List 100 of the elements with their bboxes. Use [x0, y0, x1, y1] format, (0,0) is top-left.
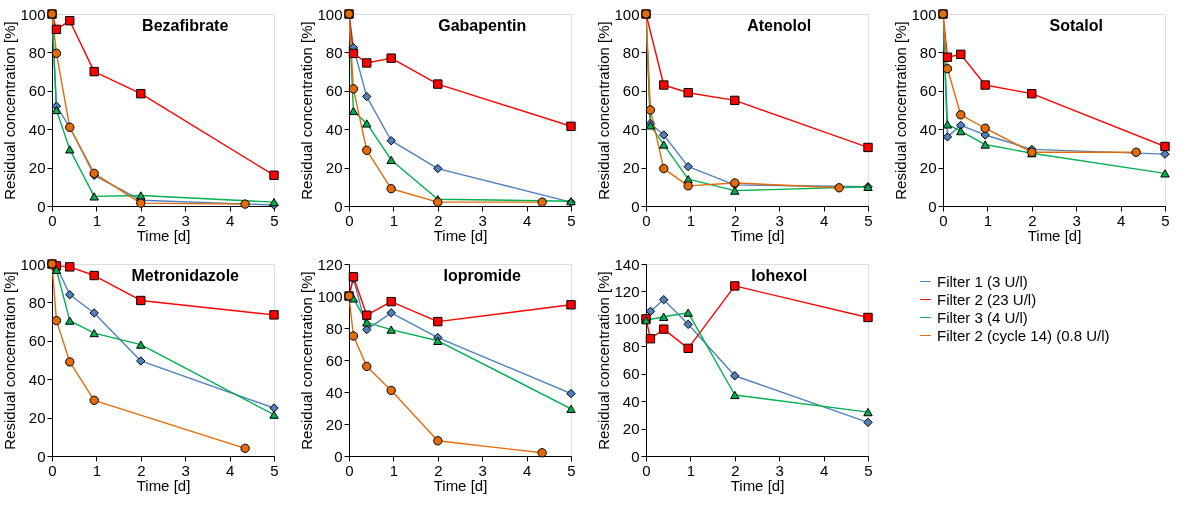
x-tick-label: 0: [345, 211, 354, 229]
y-tick-label: 80: [919, 43, 937, 61]
y-tick-label: 20: [325, 415, 343, 433]
y-tick-label: 0: [928, 197, 937, 215]
x-tick-label: 1: [686, 211, 696, 229]
x-tick-label: 0: [345, 461, 354, 479]
y-axis-title: Residual concentration [%]: [595, 21, 613, 200]
chart-title: Sotalol: [1049, 17, 1103, 34]
x-axis-title: Time [d]: [433, 226, 488, 244]
x-tick-label: 3: [181, 461, 190, 479]
y-tick-label: 140: [614, 255, 640, 273]
y-axis-title: Residual concentration [%]: [892, 21, 910, 200]
chart-title: Gabapentin: [438, 17, 527, 34]
y-tick-label: 40: [622, 392, 640, 410]
y-tick-label: 100: [20, 255, 46, 273]
x-tick-label: 2: [137, 211, 146, 229]
y-tick-label: 40: [325, 120, 343, 138]
y-tick-label: 20: [622, 420, 640, 438]
y-tick-label: 40: [28, 120, 46, 138]
legend-label: Filter 1 (3 U/l): [937, 272, 1028, 290]
x-tick-label: 0: [939, 211, 948, 229]
x-tick-label: 3: [775, 461, 784, 479]
y-axis-title: Residual concentration [%]: [595, 271, 613, 450]
x-tick-label: 5: [270, 461, 279, 479]
y-tick-label: 20: [622, 159, 640, 177]
x-tick-label: 5: [1161, 211, 1170, 229]
y-tick-label: 20: [28, 159, 46, 177]
x-tick-label: 5: [864, 211, 873, 229]
legend-label: Filter 2 (23 U/l): [937, 290, 1037, 308]
y-tick-label: 100: [614, 5, 640, 23]
y-axis-title: Residual concentration [%]: [298, 271, 316, 450]
x-tick-label: 4: [522, 211, 532, 229]
y-tick-label: 0: [334, 197, 343, 215]
x-tick-label: 5: [270, 211, 279, 229]
x-axis-title: Time [d]: [136, 226, 191, 244]
x-tick-label: 0: [48, 461, 57, 479]
y-tick-label: 0: [334, 447, 343, 465]
y-tick-label: 60: [919, 82, 937, 100]
y-tick-label: 60: [28, 332, 46, 350]
y-tick-label: 80: [622, 337, 640, 355]
y-tick-label: 80: [325, 319, 343, 337]
x-tick-label: 3: [181, 211, 190, 229]
y-tick-label: 100: [20, 5, 46, 23]
legend-label: Filter 2 (cycle 14) (0.8 U/l): [937, 326, 1110, 344]
x-tick-label: 5: [567, 211, 576, 229]
y-tick-label: 60: [325, 82, 343, 100]
x-tick-label: 0: [642, 211, 651, 229]
x-tick-label: 4: [225, 461, 235, 479]
y-tick-label: 80: [28, 43, 46, 61]
chart-title: Atenolol: [747, 17, 812, 34]
x-tick-label: 4: [819, 211, 829, 229]
y-tick-label: 60: [28, 82, 46, 100]
y-tick-label: 80: [28, 293, 46, 311]
x-tick-label: 1: [389, 461, 399, 479]
x-tick-label: 3: [478, 211, 487, 229]
y-tick-label: 100: [317, 287, 343, 305]
x-tick-label: 2: [137, 461, 146, 479]
x-tick-label: 5: [864, 461, 873, 479]
y-axis-title: Residual concentration [%]: [298, 21, 316, 200]
chart-title: Bezafibrate: [142, 17, 229, 34]
x-axis-title: Time [d]: [136, 476, 191, 494]
x-tick-label: 1: [92, 211, 102, 229]
x-tick-label: 4: [1116, 211, 1126, 229]
x-tick-label: 1: [686, 461, 696, 479]
y-tick-label: 120: [317, 255, 343, 273]
y-tick-label: 40: [919, 120, 937, 138]
y-tick-label: 120: [614, 282, 640, 300]
x-tick-label: 4: [225, 211, 235, 229]
y-tick-label: 0: [631, 197, 640, 215]
x-tick-label: 2: [434, 461, 443, 479]
y-tick-label: 80: [622, 43, 640, 61]
x-tick-label: 2: [1028, 211, 1037, 229]
y-tick-label: 0: [37, 197, 46, 215]
y-tick-label: 80: [325, 43, 343, 61]
y-tick-label: 100: [317, 5, 343, 23]
y-tick-label: 20: [28, 409, 46, 427]
y-tick-label: 60: [622, 365, 640, 383]
y-tick-label: 0: [631, 447, 640, 465]
x-axis-title: Time [d]: [730, 476, 785, 494]
y-tick-label: 60: [325, 351, 343, 369]
y-tick-label: 100: [614, 310, 640, 328]
x-tick-label: 3: [1072, 211, 1081, 229]
x-tick-label: 2: [731, 211, 740, 229]
y-tick-label: 100: [911, 5, 937, 23]
x-tick-label: 2: [731, 461, 740, 479]
y-axis-title: Residual concentration [%]: [1, 271, 19, 450]
y-tick-label: 40: [28, 370, 46, 388]
y-tick-label: 20: [325, 159, 343, 177]
y-tick-label: 40: [325, 383, 343, 401]
x-tick-label: 1: [92, 461, 102, 479]
x-tick-label: 1: [389, 211, 399, 229]
x-axis-title: Time [d]: [730, 226, 785, 244]
y-axis-title: Residual concentration [%]: [1, 21, 19, 200]
x-tick-label: 2: [434, 211, 443, 229]
x-tick-label: 0: [642, 461, 651, 479]
chart-title: Iohexol: [751, 267, 808, 284]
legend-label: Filter 3 (4 U/l): [937, 308, 1028, 326]
x-tick-label: 3: [478, 461, 487, 479]
y-tick-label: 0: [37, 447, 46, 465]
y-tick-label: 60: [622, 82, 640, 100]
